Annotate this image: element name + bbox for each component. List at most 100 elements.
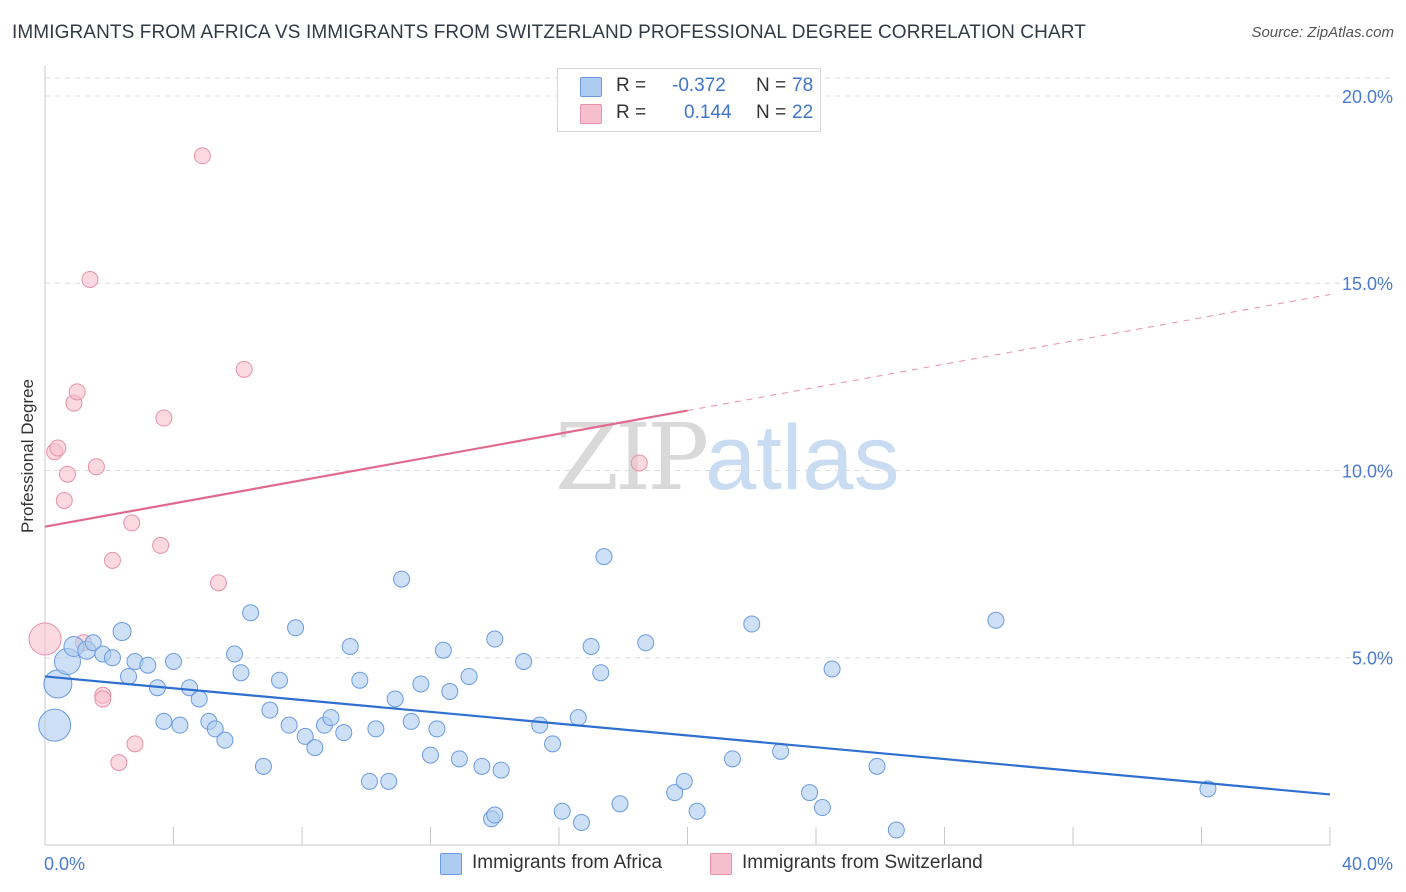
africa-point — [688, 802, 706, 820]
africa-point — [386, 690, 404, 708]
chart-title: IMMIGRANTS FROM AFRICA VS IMMIGRANTS FRO… — [12, 22, 1086, 43]
switzerland-point — [630, 454, 648, 472]
y-tick-label: 20.0% — [1342, 87, 1393, 107]
africa-point — [120, 667, 138, 685]
legend-n-label: N = — [756, 102, 787, 123]
africa-point — [743, 615, 761, 633]
africa-point — [242, 604, 260, 622]
switzerland-point — [103, 551, 121, 569]
africa-point — [723, 750, 741, 768]
africa-point — [987, 611, 1005, 629]
africa-point — [171, 716, 189, 734]
y-tick-label: 15.0% — [1342, 274, 1393, 294]
legend-r-label: R = — [616, 75, 647, 96]
legend-n-value: 78 — [792, 75, 814, 96]
africa-point — [868, 757, 886, 775]
switzerland-point — [55, 491, 73, 509]
watermark-zip: ZIP — [555, 404, 709, 511]
legend-n-label: N = — [756, 75, 787, 96]
switzerland-point — [49, 439, 67, 457]
watermark-atlas: atlas — [705, 407, 900, 509]
switzerland-point — [193, 147, 211, 165]
switzerland-point — [28, 622, 62, 656]
switzerland-points — [28, 147, 648, 772]
africa-point — [515, 652, 533, 670]
africa-point — [232, 664, 250, 682]
africa-point — [261, 701, 279, 719]
bottom-legend-label-africa: Immigrants from Africa — [472, 852, 663, 873]
africa-point — [492, 761, 510, 779]
tick-labels: 5.0% 10.0% 15.0% 20.0% 0.0% 40.0% — [44, 87, 1393, 874]
africa-point — [271, 671, 289, 689]
africa-point — [428, 720, 446, 738]
legend-n-value: 22 — [792, 102, 814, 123]
switzerland-point — [209, 574, 227, 592]
switzerland-point — [235, 360, 253, 378]
bottom-legend-swatch-africa — [440, 853, 462, 875]
africa-point — [486, 630, 504, 648]
x-tick-label: 0.0% — [44, 854, 85, 874]
africa-point — [112, 622, 132, 642]
africa-point — [139, 656, 157, 674]
africa-point — [216, 731, 234, 749]
switzerland-point — [110, 754, 128, 772]
switzerland-point — [94, 690, 112, 708]
y-tick-label: 10.0% — [1342, 461, 1393, 481]
switzerland-point — [68, 383, 86, 401]
africa-point — [441, 682, 459, 700]
axes — [44, 66, 1331, 846]
africa-point — [675, 772, 693, 790]
legend-r-value: 0.144 — [684, 102, 732, 123]
switzerland-point — [87, 458, 105, 476]
africa-point — [280, 716, 298, 734]
africa-point — [402, 712, 420, 730]
switzerland-point — [123, 514, 141, 532]
africa-point — [165, 652, 182, 670]
africa-point — [422, 746, 439, 764]
switzerland-point — [126, 735, 144, 753]
africa-point — [206, 720, 224, 738]
africa-points — [38, 548, 1217, 839]
switzerland-trend-line — [44, 409, 688, 528]
africa-point — [595, 548, 613, 566]
africa-point — [155, 712, 173, 730]
africa-point — [84, 634, 102, 652]
africa-point — [393, 570, 411, 588]
africa-point — [360, 772, 378, 790]
africa-point — [1199, 780, 1217, 798]
africa-point — [287, 619, 305, 637]
africa-point — [611, 795, 629, 813]
africa-point — [473, 757, 491, 775]
africa-point — [813, 799, 831, 817]
y-tick-label: 5.0% — [1352, 649, 1393, 669]
legend-swatch-switzerland — [580, 104, 602, 124]
africa-point — [887, 821, 905, 839]
africa-trend-line — [44, 675, 1331, 796]
bottom-legend-swatch-switzerland — [710, 853, 732, 875]
africa-point — [335, 724, 353, 742]
switzerland-point — [81, 270, 99, 288]
switzerland-trend-extension — [687, 293, 1331, 412]
africa-point — [380, 772, 398, 790]
africa-point — [296, 727, 314, 745]
africa-point — [569, 709, 587, 727]
africa-point — [351, 671, 369, 689]
africa-point — [637, 634, 655, 652]
correlation-legend: R = -0.372 N = 78 R = 0.144 N = 22 — [557, 68, 821, 132]
africa-point — [412, 675, 430, 693]
africa-point — [190, 690, 208, 708]
africa-point — [772, 742, 790, 760]
africa-point — [553, 802, 571, 820]
africa-point — [322, 709, 340, 727]
switzerland-point — [152, 536, 170, 554]
africa-point — [592, 664, 610, 682]
bottom-legend-label-switzerland: Immigrants from Switzerland — [742, 852, 983, 873]
legend-r-value: -0.372 — [672, 75, 726, 96]
africa-point — [254, 757, 272, 775]
africa-point — [341, 638, 359, 656]
africa-point — [486, 806, 504, 824]
africa-point — [666, 784, 684, 802]
switzerland-point — [155, 409, 173, 427]
africa-point — [434, 641, 452, 659]
